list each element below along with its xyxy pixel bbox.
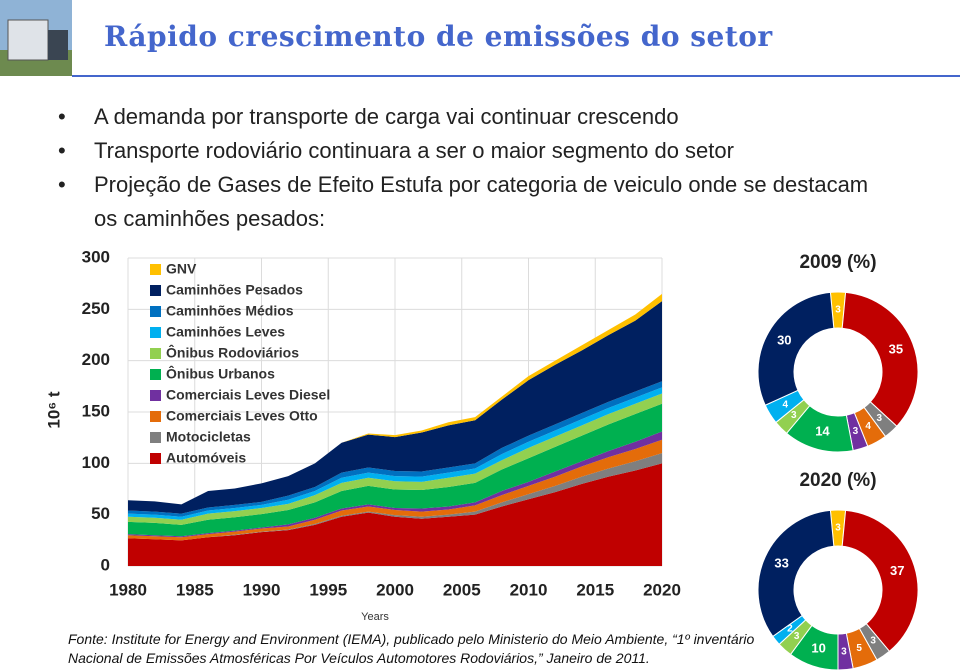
donut-label: 3 bbox=[870, 636, 876, 647]
bullet: A demanda por transporte de carga vai co… bbox=[58, 100, 888, 134]
bullet: Projeção de Gases de Efeito Estufa por c… bbox=[58, 168, 888, 236]
bullet-list: A demanda por transporte de carga vai co… bbox=[58, 100, 888, 236]
donut-title: 2009 (%) bbox=[799, 252, 876, 273]
legend-label: Ônibus Urbanos bbox=[166, 365, 275, 382]
legend-label: Automóveis bbox=[166, 450, 246, 466]
donut-label: 3 bbox=[791, 410, 797, 421]
legend-label: Comerciais Leves Otto bbox=[166, 408, 318, 424]
truck-photo-trailer bbox=[7, 19, 49, 61]
legend-label: Caminhões Médios bbox=[166, 303, 294, 319]
x-axis-label: Years bbox=[361, 611, 389, 623]
donut-label: 3 bbox=[877, 413, 883, 424]
legend-swatch bbox=[150, 285, 161, 296]
donut-label: 3 bbox=[835, 305, 841, 316]
legend-label: Ônibus Rodoviários bbox=[166, 344, 299, 361]
legend-label: Comerciais Leves Diesel bbox=[166, 387, 330, 403]
x-tick-label: 2015 bbox=[576, 580, 614, 599]
y-tick-label: 300 bbox=[82, 247, 110, 266]
area bbox=[128, 403, 662, 537]
donut-label: 4 bbox=[783, 399, 789, 410]
y-tick-label: 50 bbox=[91, 504, 110, 523]
legend-label: Motocicletas bbox=[166, 429, 251, 445]
bullet: Transporte rodoviário continuara a ser o… bbox=[58, 134, 888, 168]
x-tick-label: 1995 bbox=[309, 580, 347, 599]
donut-label: 3 bbox=[794, 631, 800, 642]
legend-swatch bbox=[150, 432, 161, 443]
donut-label: 3 bbox=[841, 646, 847, 657]
legend-label: Caminhões Leves bbox=[166, 324, 285, 340]
y-axis-label: 10⁶ t bbox=[44, 391, 63, 428]
donut-label: 33 bbox=[774, 556, 788, 571]
slide-title: Rápido crescimento de emissões do setor bbox=[104, 20, 773, 53]
x-tick-label: 2000 bbox=[376, 580, 414, 599]
legend-label: GNV bbox=[166, 261, 197, 277]
donut-label: 5 bbox=[856, 643, 862, 654]
source-note: Fonte: Institute for Energy and Environm… bbox=[68, 631, 755, 666]
x-tick-label: 2020 bbox=[643, 580, 681, 599]
legend-swatch bbox=[150, 369, 161, 380]
donut-segment bbox=[757, 291, 835, 406]
x-tick-label: 1985 bbox=[176, 580, 214, 599]
donut-label: 4 bbox=[865, 421, 871, 432]
area bbox=[128, 301, 662, 514]
legend-swatch bbox=[150, 264, 161, 275]
donut-title: 2020 (%) bbox=[799, 470, 876, 491]
donut-label: 35 bbox=[889, 341, 903, 356]
legend-swatch bbox=[150, 390, 161, 401]
donut-label: 10 bbox=[811, 640, 825, 655]
donut-segment bbox=[757, 509, 835, 638]
y-tick-label: 200 bbox=[82, 350, 110, 369]
donut-label: 30 bbox=[777, 332, 791, 347]
x-tick-label: 1980 bbox=[109, 580, 147, 599]
y-tick-label: 250 bbox=[82, 299, 110, 318]
donut-label: 2 bbox=[787, 624, 793, 635]
x-tick-label: 2005 bbox=[443, 580, 481, 599]
x-tick-label: 1990 bbox=[243, 580, 281, 599]
legend-swatch bbox=[150, 348, 161, 359]
y-tick-label: 0 bbox=[101, 555, 110, 574]
legend-swatch bbox=[150, 411, 161, 422]
legend-swatch bbox=[150, 453, 161, 464]
legend-swatch bbox=[150, 327, 161, 338]
y-tick-label: 150 bbox=[82, 401, 110, 420]
donut-label: 37 bbox=[890, 563, 904, 578]
x-tick-label: 2010 bbox=[510, 580, 548, 599]
donut-label: 14 bbox=[815, 423, 830, 438]
legend-label: Caminhões Pesados bbox=[166, 282, 303, 298]
truck-photo-cab bbox=[48, 30, 68, 60]
donut-label: 3 bbox=[853, 426, 859, 437]
donut-segment bbox=[841, 509, 919, 652]
legend-swatch bbox=[150, 306, 161, 317]
area bbox=[128, 463, 662, 566]
donut-segment bbox=[841, 291, 919, 427]
donut-label: 3 bbox=[835, 523, 841, 534]
y-tick-label: 100 bbox=[82, 453, 110, 472]
